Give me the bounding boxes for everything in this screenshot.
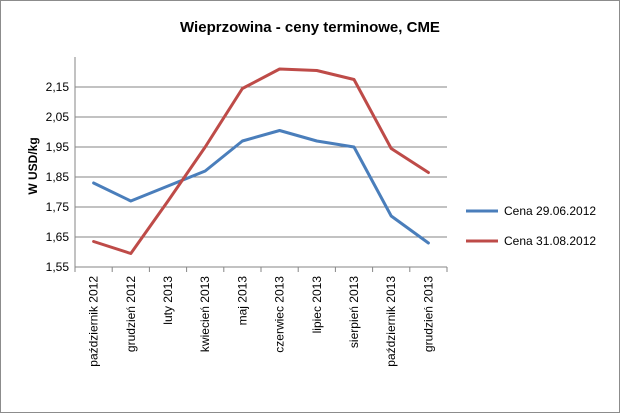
- y-tick-label: 1,95: [46, 140, 70, 154]
- chart-title: Wieprzowina - ceny terminowe, CME: [180, 19, 440, 36]
- x-tick-label: grudzień 2013: [421, 276, 435, 352]
- x-tick-label: lipiec 2013: [310, 276, 324, 334]
- x-tick-label: luty 2013: [161, 276, 175, 325]
- x-tick-label: czerwiec 2013: [273, 276, 287, 353]
- x-tick-label: kwiecień 2013: [198, 276, 212, 352]
- series-lines: [92, 67, 430, 255]
- legend-label: Cena 31.08.2012: [504, 234, 596, 248]
- axes: 1,55 1,65 1,75 1,85 1,95 2,05 2,15 październik …: [46, 57, 448, 367]
- legend: Cena 29.06.2012 Cena 31.08.2012: [466, 204, 596, 248]
- y-tick-label: 1,65: [46, 230, 70, 244]
- x-tick-label: październik 2013: [384, 276, 398, 367]
- y-axis-label: W USD/kg: [26, 137, 40, 194]
- y-tick-label: 1,85: [46, 170, 70, 184]
- y-tick-label: 2,05: [46, 110, 70, 124]
- y-tick-label: 1,75: [46, 200, 70, 214]
- x-tick-label: sierpień 2013: [347, 276, 361, 348]
- series-line: [92, 67, 430, 255]
- y-tick-label: 2,15: [46, 80, 70, 94]
- series-line: [92, 129, 430, 245]
- y-tick-label: 1,55: [46, 260, 70, 274]
- legend-label: Cena 29.06.2012: [504, 204, 596, 218]
- x-tick-label: październik 2012: [87, 276, 101, 367]
- x-tick-label: grudzień 2012: [124, 276, 138, 352]
- x-tick-label: maj 2013: [235, 276, 249, 326]
